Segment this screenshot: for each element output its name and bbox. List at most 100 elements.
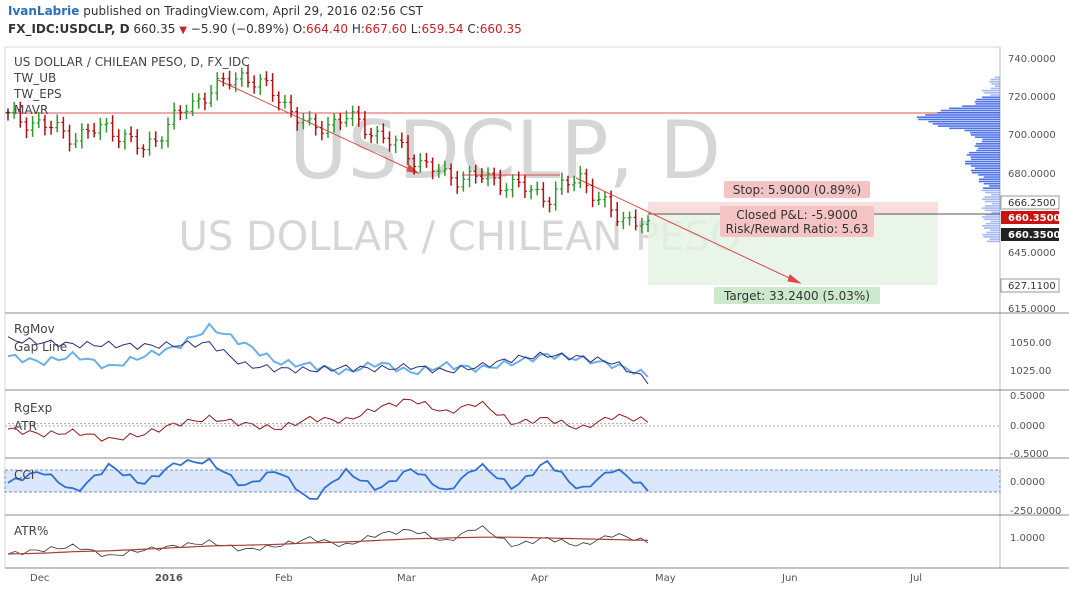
- stop-box[interactable]: Stop: 5.9000 (0.89%): [724, 181, 870, 198]
- volume-profile-bar: [985, 222, 1000, 225]
- volume-profile-bar: [982, 225, 1000, 227]
- volume-profile-bar: [983, 236, 1000, 238]
- volume-profile-bar: [990, 94, 1000, 96]
- volume-profile-bar: [937, 111, 1000, 114]
- y-tick: 1025.00: [1010, 366, 1051, 377]
- indicator-y-axes[interactable]: 1050.00 1025.00 0.5000 0.0000 -0.5000 0.…: [1010, 338, 1061, 544]
- volume-profile-bar: [983, 176, 1000, 178]
- volume-profile-bar: [989, 80, 1000, 83]
- volume-profile-bar: [990, 78, 1000, 81]
- volume-profile-bar: [978, 174, 1000, 176]
- volume-profile-bar: [940, 109, 1000, 112]
- volume-profile-bar: [971, 158, 1000, 161]
- stop-text: Stop: 5.9000 (0.89%): [733, 183, 861, 197]
- low-label: L:: [410, 22, 422, 36]
- y-tick: 0.0000: [1010, 421, 1045, 432]
- chart-header: IvanLabrie published on TradingView.com,…: [0, 0, 1069, 40]
- volume-profile-bar: [978, 147, 1000, 150]
- volume-profile-bar: [974, 136, 1000, 138]
- series-line-atr-avg: [7, 536, 649, 555]
- y-tick: 0.0000: [1010, 477, 1045, 488]
- y-tick: 1050.00: [1010, 338, 1051, 349]
- volume-profile-bar: [981, 89, 1000, 92]
- price-change: −5.90 (−0.89%): [190, 22, 289, 36]
- publish-line: IvanLabrie published on TradingView.com,…: [8, 4, 423, 18]
- x-tick: Feb: [275, 573, 293, 584]
- gap-line-label: Gap Line: [14, 340, 67, 354]
- last-price: 660.35: [133, 22, 176, 36]
- volume-profile-bar: [916, 116, 1000, 119]
- author-link[interactable]: IvanLabrie: [8, 4, 80, 18]
- ohlc-line: FX_IDC:USDCLP, D 660.35 ▼ −5.90 (−0.89%)…: [8, 22, 522, 36]
- legend-item-mavr: MAVR: [14, 103, 48, 117]
- series-line-gap-line: [7, 336, 649, 385]
- volume-profile-bar: [970, 165, 1000, 167]
- symbol-label: FX_IDC:USDCLP, D: [8, 22, 130, 36]
- volume-profile-bar: [918, 118, 1000, 121]
- volume-profile-bar: [975, 143, 1000, 145]
- volume-profile-bar: [989, 185, 1000, 187]
- atr-label: ATR: [14, 419, 37, 433]
- volume-profile-bar: [976, 149, 1000, 152]
- cci-label: CCI: [14, 468, 34, 482]
- pnl-text: Closed P&L: -5.9000: [736, 208, 858, 222]
- legend-item-tw-eps: TW_EPS: [13, 87, 62, 101]
- volume-profile-bar: [962, 105, 1000, 107]
- open-value: 664.40: [306, 22, 349, 36]
- open-label: O:: [292, 22, 307, 36]
- volume-profile-bar: [994, 85, 1000, 87]
- pnl-box[interactable]: Closed P&L: -5.9000 Risk/Reward Ratio: 5…: [720, 206, 874, 237]
- volume-profile-bar: [984, 196, 1000, 198]
- volume-profile-bar: [937, 125, 1000, 127]
- price-tag-close: 660.3500: [1001, 228, 1061, 241]
- volume-profile-bar: [986, 231, 1000, 234]
- volume-profile-bar: [991, 202, 1000, 205]
- volume-profile-bar: [970, 131, 1000, 134]
- volume-profile-bar: [989, 238, 1000, 240]
- watermark-symbol: USDCLP, D: [289, 104, 721, 197]
- volume-profile-bar: [981, 189, 1000, 192]
- volume-profile-bar: [990, 87, 1000, 90]
- price-tag-stop: 666.2500: [1000, 195, 1060, 210]
- volume-profile-bar: [982, 233, 1000, 236]
- volume-profile-bar: [978, 180, 1000, 183]
- volume-profile: [916, 76, 1000, 243]
- main-y-axis[interactable]: 740.0000 720.0000 700.0000 680.0000 645.…: [1008, 54, 1056, 315]
- x-tick: Jun: [781, 573, 798, 584]
- down-arrow-icon: ▼: [179, 25, 187, 36]
- y-tick: 0.5000: [1010, 391, 1045, 402]
- y-tick: 700.0000: [1008, 130, 1056, 141]
- volume-profile-bar: [982, 216, 1000, 218]
- legend-item-tw-ub: TW_UB: [13, 71, 56, 85]
- volume-profile-bar: [983, 187, 1000, 189]
- rgmov-label: RgMov: [14, 322, 55, 336]
- y-tick: -0.5000: [1010, 449, 1049, 460]
- target-box[interactable]: Target: 33.2400 (5.03%): [714, 287, 880, 304]
- volume-profile-bar: [982, 96, 1000, 99]
- volume-profile-bar: [985, 213, 1000, 216]
- volume-profile-bar: [990, 220, 1000, 223]
- y-tick: 740.0000: [1008, 54, 1056, 65]
- volume-profile-bar: [974, 145, 1000, 147]
- volume-profile-bar: [968, 151, 1000, 154]
- volume-profile-bar: [982, 138, 1000, 141]
- high-label: H:: [351, 22, 365, 36]
- volume-profile-bar: [928, 120, 1000, 123]
- volume-profile-bar: [983, 182, 1000, 185]
- price-candles: [6, 65, 650, 234]
- volume-profile-bar: [970, 169, 1000, 172]
- x-tick: Dec: [30, 573, 49, 584]
- y-tick: 720.0000: [1008, 92, 1056, 103]
- volume-profile-bar: [985, 191, 1000, 194]
- indicator-lines: [7, 322, 649, 557]
- x-tick: Jul: [909, 573, 922, 584]
- price-tag-last: 660.3500: [1001, 211, 1061, 224]
- volume-profile-bar: [965, 160, 1000, 163]
- volume-profile-bar: [976, 98, 1000, 101]
- volume-profile-bar: [990, 229, 1000, 232]
- volume-profile-bar: [974, 167, 1000, 170]
- volume-profile-bar: [983, 227, 1000, 229]
- x-axis[interactable]: Dec 2016 Feb Mar Apr May Jun Jul: [30, 573, 922, 584]
- y-tick: 615.0000: [1008, 304, 1056, 315]
